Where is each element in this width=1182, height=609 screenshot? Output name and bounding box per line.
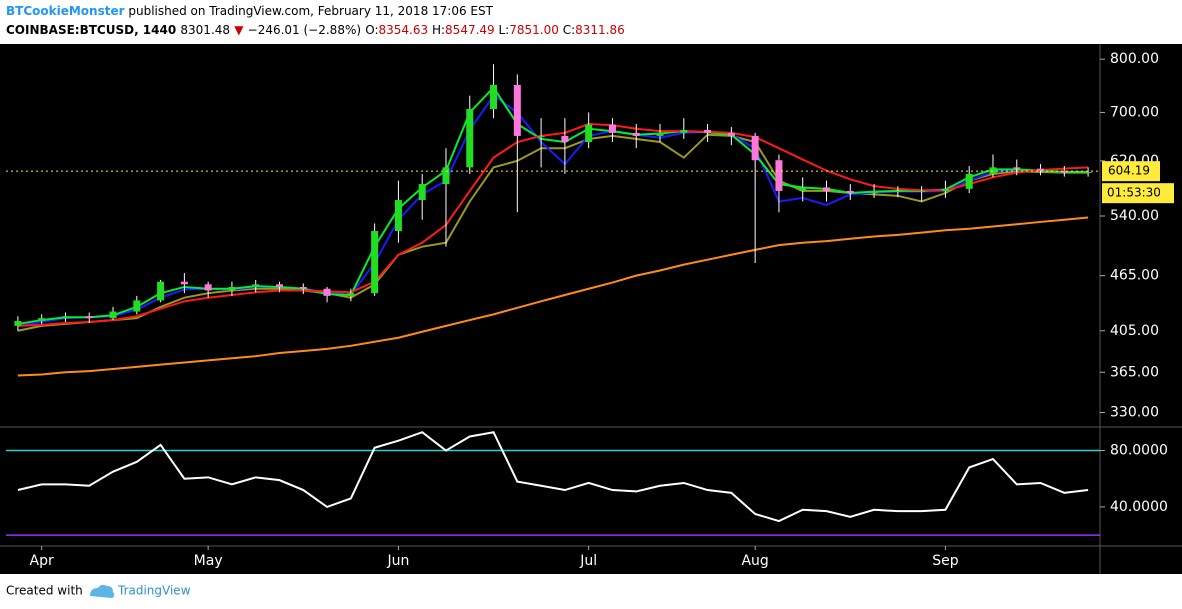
candle-body: [585, 124, 593, 143]
candle-body: [228, 286, 236, 291]
candle-body: [109, 311, 117, 319]
candle-body: [608, 124, 616, 133]
candle-body: [276, 284, 283, 287]
candle-body: [133, 300, 141, 312]
candle-body: [656, 132, 664, 136]
author[interactable]: BTCookieMonster: [6, 4, 125, 18]
candle-body: [299, 286, 307, 289]
candle-body: [561, 135, 569, 143]
ohlc-value: 8354.63: [379, 23, 429, 37]
x-tick-label: Jul: [579, 553, 597, 569]
line-series: [17, 431, 1089, 523]
x-tick-label: Jun: [386, 553, 409, 569]
y-tick-label: 405.00: [1110, 323, 1159, 339]
candle-body: [680, 129, 688, 133]
y-tick-label: 330.00: [1110, 404, 1159, 420]
footer-created: Created with: [6, 584, 83, 598]
candle-body: [394, 200, 402, 232]
line-series: [17, 133, 1089, 332]
y-tick-label: 40.0000: [1110, 499, 1168, 515]
candle-body: [1060, 170, 1068, 173]
ohlc-value: 8547.49: [445, 23, 495, 37]
arrow: ▼: [234, 23, 244, 37]
candle-body: [775, 160, 783, 191]
candle-body: [157, 281, 165, 301]
candle-body: [61, 316, 69, 319]
symbol: COINBASE:BTCUSD, 1440: [6, 23, 176, 37]
candle-body: [632, 132, 640, 136]
candle-body: [513, 84, 521, 136]
x-tick-label: May: [194, 553, 223, 569]
y-tick-label: 465.00: [1110, 268, 1159, 284]
candle-body: [14, 321, 22, 326]
candle-body: [180, 281, 188, 285]
candle-body: [347, 293, 355, 296]
candle-body: [204, 284, 212, 291]
last-price-box: [1102, 161, 1160, 182]
candle-body: [418, 184, 426, 201]
footer: Created with TradingView: [6, 584, 191, 598]
countdown-box: [1102, 183, 1174, 204]
line-series: [17, 123, 1089, 327]
candle-body: [823, 187, 830, 191]
line-series: [17, 85, 1089, 325]
candle-body: [371, 231, 379, 294]
y-tick-label: 540.00: [1110, 208, 1159, 224]
candle-body: [1013, 167, 1021, 169]
candle-body: [490, 84, 498, 110]
candle-body: [941, 188, 949, 191]
ohlc: O:8354.63 H:8547.49 L:7851.00 C:8311.86: [365, 23, 625, 37]
candle-body: [38, 318, 46, 322]
countdown-label: 01:53:30: [1107, 186, 1161, 200]
candle-body: [894, 190, 902, 192]
tradingview-logo[interactable]: [90, 584, 115, 598]
x-tick-label: Aug: [741, 553, 768, 569]
last: 8301.48: [180, 23, 230, 37]
y-tick-label: 700.00: [1110, 104, 1159, 120]
x-tick-label: Apr: [30, 553, 54, 569]
footer-brand[interactable]: TradingView: [117, 584, 191, 598]
candle-body: [989, 167, 997, 174]
candle-body: [918, 190, 926, 192]
candle-body: [846, 190, 854, 194]
y-tick-label: 800.00: [1110, 51, 1159, 67]
y-tick-label: 365.00: [1110, 364, 1159, 380]
header-line-2: COINBASE:BTCUSD, 1440 8301.48 ▼ −246.01 …: [6, 23, 625, 37]
y-tick-label: 80.0000: [1110, 443, 1168, 459]
published: published on TradingView.com, February 1…: [128, 4, 493, 18]
ohlc-label: O:: [365, 23, 378, 37]
candle-body: [466, 109, 474, 168]
candle-body: [799, 187, 807, 191]
ohlc-value: 8311.86: [575, 23, 625, 37]
ohlc-value: 7851.00: [509, 23, 559, 37]
ohlc-label: L:: [499, 23, 510, 37]
last-price-label: 604.19: [1108, 164, 1150, 178]
candle-body: [727, 132, 735, 136]
header-line-1: BTCookieMonster published on TradingView…: [6, 4, 494, 18]
candle-body: [751, 135, 759, 161]
candle-body: [1084, 171, 1092, 173]
change: −246.01 (−2.88%): [248, 23, 361, 37]
line-series: [17, 216, 1089, 377]
candle-body: [704, 129, 712, 133]
candle-body: [323, 288, 331, 296]
candle-body: [1037, 168, 1045, 171]
candle-body: [252, 284, 260, 287]
candle-body: [442, 167, 450, 185]
x-tick-label: Sep: [932, 553, 959, 569]
ohlc-label: H:: [432, 23, 445, 37]
candle-body: [537, 135, 545, 137]
candle-body: [965, 173, 973, 189]
ohlc-label: C:: [563, 23, 575, 37]
candle-body: [85, 316, 93, 319]
candle-body: [870, 190, 878, 194]
